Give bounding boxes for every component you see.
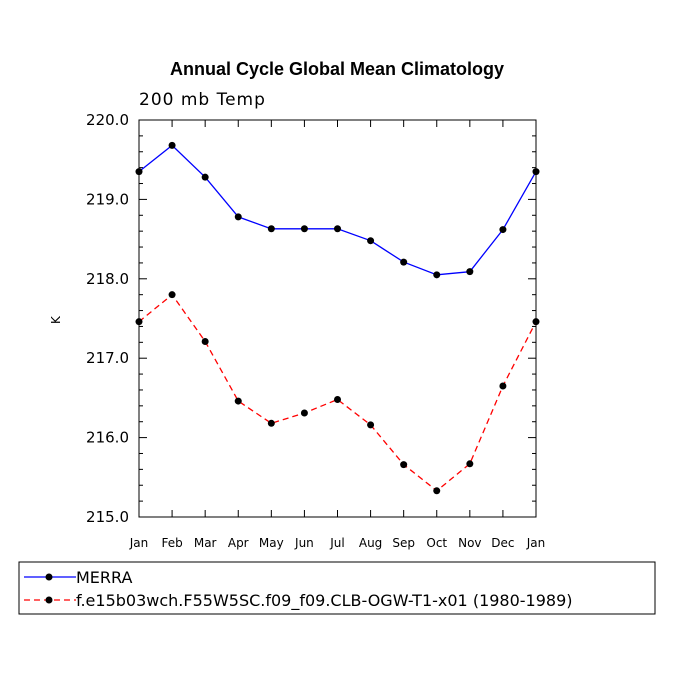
legend-marker-model [45,596,53,604]
series-1-point [367,421,375,429]
y-tick-label: 217.0 [86,349,129,367]
series-0-point [201,173,209,181]
x-tick-label: Apr [228,536,249,550]
x-tick-label: Sep [392,536,415,550]
series-line-0 [138,144,537,276]
series-0-point [499,226,507,234]
x-tick-label: Jan [129,536,149,550]
x-tick-label: May [259,536,284,550]
x-tick-label: Feb [161,536,182,550]
series-0-point [234,213,242,221]
legend-marker-merra [45,573,53,581]
legend: MERRA f.e15b03wch.F55W5SC.f09_f09.CLB-OG… [18,561,656,615]
y-tick-label: 216.0 [86,429,129,447]
series-1-point [334,395,341,403]
series-0-point [433,271,441,279]
series-1-point [201,338,209,346]
x-tick-label: Jun [294,536,314,550]
chart-title: Annual Cycle Global Mean Climatology [170,59,504,79]
series-1-point [234,397,242,405]
legend-label-model: f.e15b03wch.F55W5SC.f09_f09.CLB-OGW-T1-x… [76,591,573,611]
series-0-point [267,225,275,233]
series-1-point [466,460,474,468]
series-1-point [168,291,176,299]
y-axis-label: K [49,315,63,324]
plot-frame [138,119,537,518]
series-line-1 [138,293,537,492]
y-tick-label: 215.0 [86,508,129,526]
series-layer [135,141,540,495]
x-tick-label: Mar [194,536,217,550]
x-tick-label: Nov [458,536,481,550]
y-tick-label: 220.0 [86,111,129,129]
series-0-point [300,225,308,233]
x-tick-label: Aug [359,536,382,550]
series-0-point [334,225,341,233]
axis-ticks [138,119,537,518]
series-0-point [466,268,474,276]
x-tick-label: Jul [329,536,344,550]
x-tick-label: Dec [491,536,514,550]
x-tick-label: Oct [426,536,447,550]
series-0-point [168,141,176,149]
y-tick-label: 219.0 [86,190,129,208]
legend-box [18,561,656,615]
series-1-point [400,461,408,469]
series-1-point [499,382,507,390]
y-tick-label: 218.0 [86,270,129,288]
legend-label-merra: MERRA [76,568,133,587]
y-tick-labels: 215.0 216.0 217.0 218.0 219.0 220.0 [86,111,129,526]
series-1-point [433,487,441,495]
chart-subtitle: 200 mb Temp [139,90,266,110]
x-tick-label: Jan [526,536,546,550]
series-1-point [267,419,275,427]
x-tick-labels: Jan Feb Mar Apr May Jun Jul Aug Sep Oct Nov Dec Jan [129,536,546,550]
series-0-point [367,237,375,245]
series-1-point [300,409,308,417]
series-0-point [400,258,408,266]
